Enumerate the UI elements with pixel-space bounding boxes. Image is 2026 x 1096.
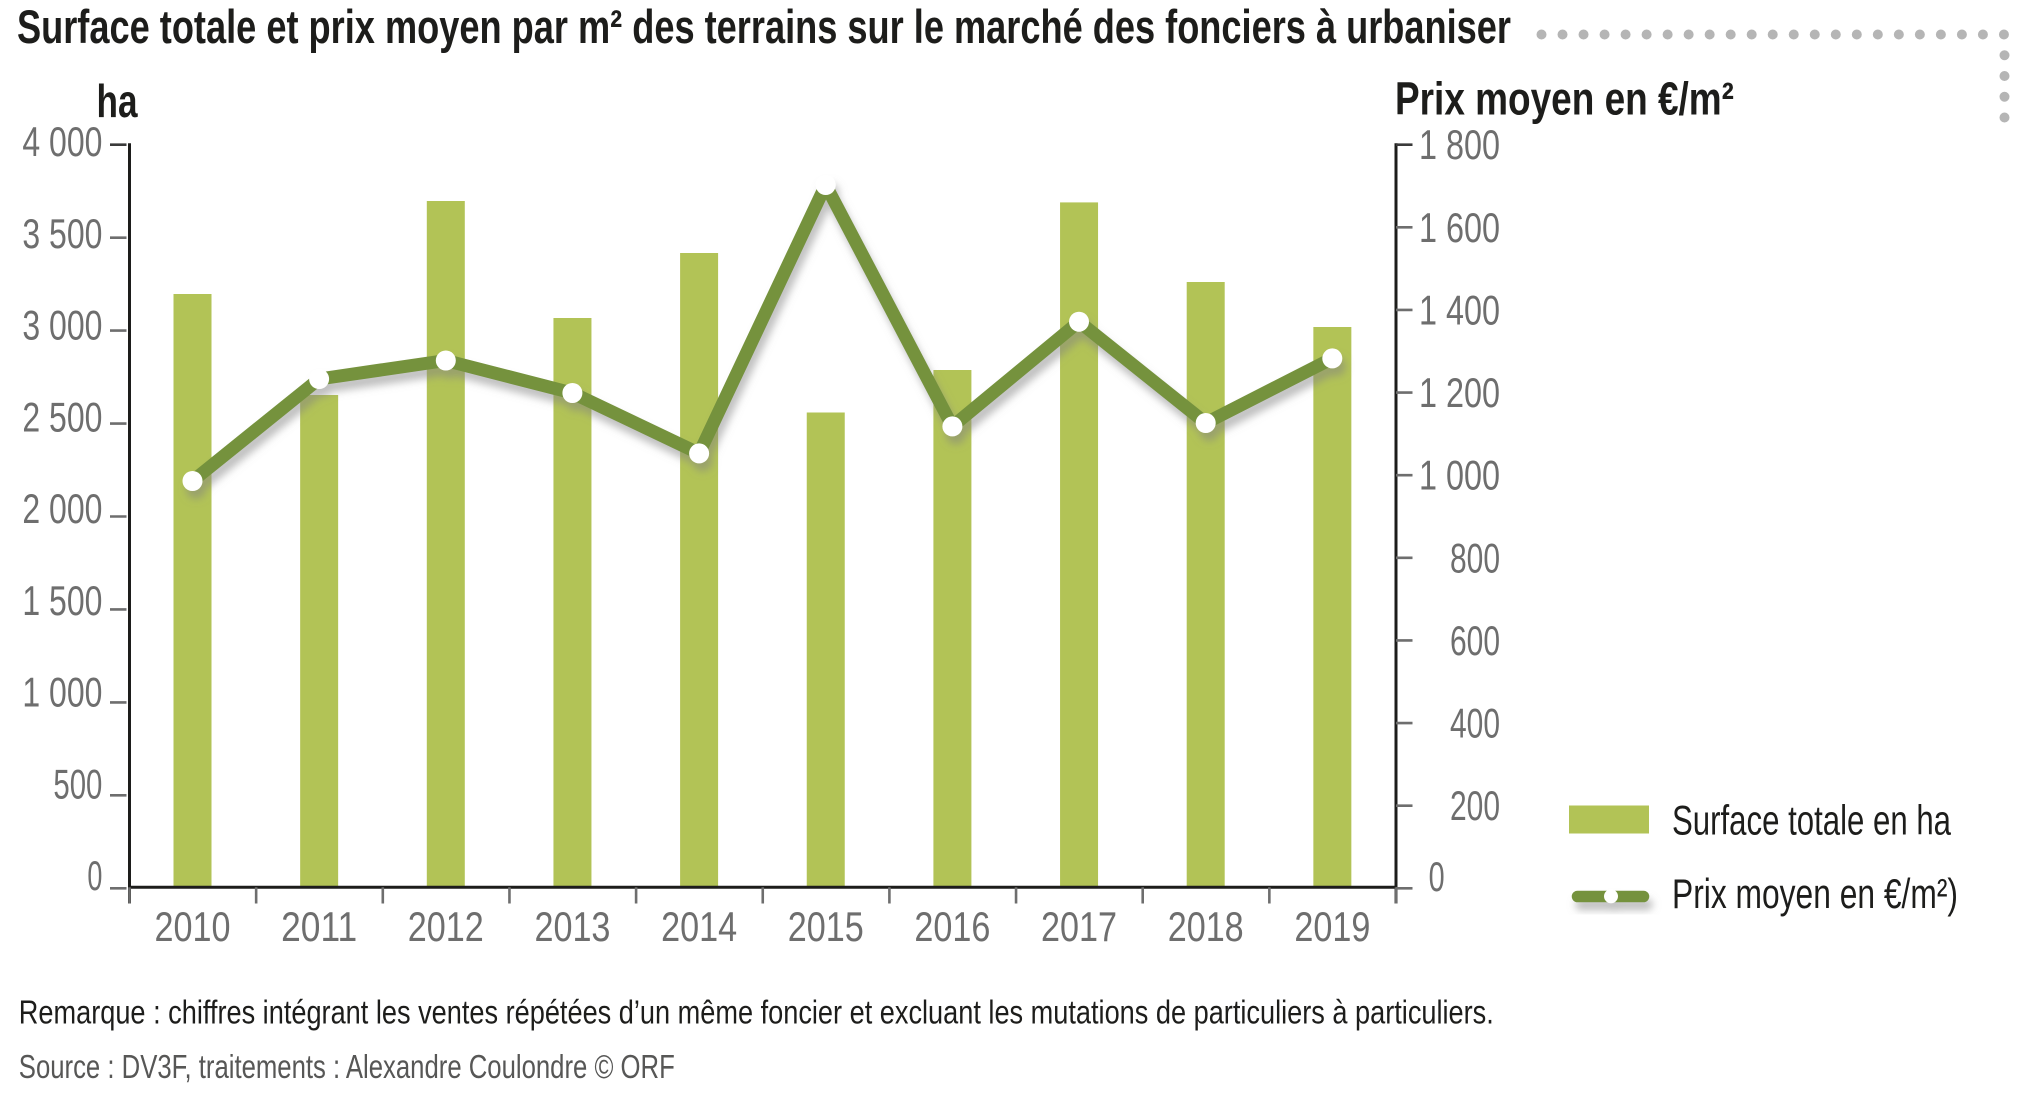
svg-text:Prix moyen en €/m²): Prix moyen en €/m²) <box>1672 870 1958 917</box>
svg-text:2012: 2012 <box>408 903 484 950</box>
svg-text:2010: 2010 <box>155 903 231 950</box>
svg-text:200: 200 <box>1450 782 1500 829</box>
svg-text:Source : DV3F, traitements : A: Source : DV3F, traitements : Alexandre C… <box>19 1048 675 1085</box>
svg-text:2013: 2013 <box>534 903 610 950</box>
svg-text:1 200: 1 200 <box>1419 369 1500 416</box>
svg-text:Surface totale en ha: Surface totale en ha <box>1672 796 1951 843</box>
svg-text:ha: ha <box>97 75 138 127</box>
svg-text:0: 0 <box>87 852 102 899</box>
svg-text:0: 0 <box>1429 853 1445 900</box>
svg-text:500: 500 <box>53 760 102 807</box>
svg-text:800: 800 <box>1450 534 1500 581</box>
svg-text:1 000: 1 000 <box>22 669 102 716</box>
svg-text:2018: 2018 <box>1168 903 1244 950</box>
svg-text:2 000: 2 000 <box>22 485 102 532</box>
svg-text:3 500: 3 500 <box>22 210 102 257</box>
svg-text:1 800: 1 800 <box>1419 121 1500 168</box>
svg-text:400: 400 <box>1450 700 1500 747</box>
svg-text:Remarque : chiffres intégrant: Remarque : chiffres intégrant les ventes… <box>19 994 1494 1031</box>
svg-text:3 000: 3 000 <box>22 302 102 349</box>
svg-text:2019: 2019 <box>1294 903 1370 950</box>
svg-text:600: 600 <box>1450 617 1500 664</box>
svg-text:2011: 2011 <box>281 903 357 950</box>
svg-text:2017: 2017 <box>1041 903 1117 950</box>
svg-text:2015: 2015 <box>788 903 864 950</box>
svg-text:2 500: 2 500 <box>22 393 102 440</box>
svg-text:2014: 2014 <box>661 903 737 950</box>
svg-text:4 000: 4 000 <box>22 118 102 165</box>
svg-text:Prix moyen en €/m²: Prix moyen en €/m² <box>1395 73 1734 125</box>
svg-text:1 500: 1 500 <box>22 577 102 624</box>
svg-text:1 600: 1 600 <box>1419 204 1500 251</box>
svg-text:Surface totale et prix moyen p: Surface totale et prix moyen par m² des … <box>17 0 1511 53</box>
svg-text:1 400: 1 400 <box>1419 286 1500 333</box>
svg-text:1 000: 1 000 <box>1419 452 1500 499</box>
svg-text:2016: 2016 <box>914 903 990 950</box>
